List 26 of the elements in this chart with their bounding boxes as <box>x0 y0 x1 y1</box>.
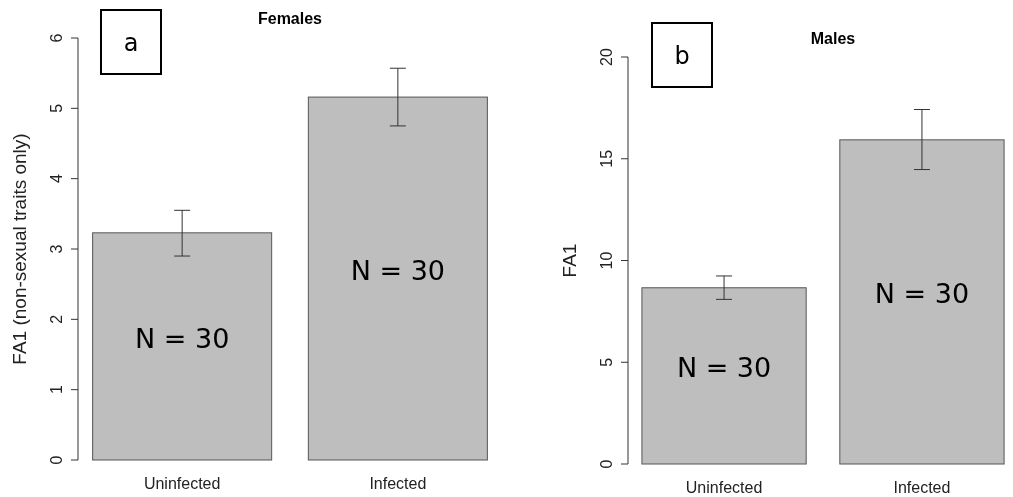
annotation: N = 30 <box>350 254 446 286</box>
y-tick-label: 4 <box>48 174 65 184</box>
y-tick-label: 5 <box>598 357 615 367</box>
y-tick-label: 3 <box>48 244 65 254</box>
y-axis-title: FA1 <box>559 243 580 278</box>
x-tick-label: Uninfected <box>685 479 763 496</box>
x-tick-label: Uninfected <box>143 475 221 492</box>
y-tick-label: 2 <box>48 314 65 324</box>
y-axis-title: FA1 (non-sexual traits only) <box>9 133 30 365</box>
annotation: N = 30 <box>134 322 230 354</box>
y-tick-label: 5 <box>48 103 65 113</box>
y-tick-label: 15 <box>598 149 615 168</box>
y-tick-label: 1 <box>48 385 65 395</box>
y-tick-label: 0 <box>48 455 65 465</box>
y-tick-label: 10 <box>598 251 615 270</box>
annotation: a <box>123 29 139 57</box>
y-tick-label: 20 <box>598 48 615 66</box>
annotation: N = 30 <box>676 352 772 384</box>
x-tick-label: Infected <box>369 475 427 492</box>
x-tick-label: Infected <box>893 479 951 496</box>
chart-title: Males <box>810 30 856 47</box>
chart-title: Females <box>257 10 323 27</box>
y-tick-label: 6 <box>48 33 65 43</box>
annotation: N = 30 <box>874 278 970 310</box>
y-tick-label: 0 <box>598 459 615 469</box>
annotation: b <box>674 42 690 70</box>
